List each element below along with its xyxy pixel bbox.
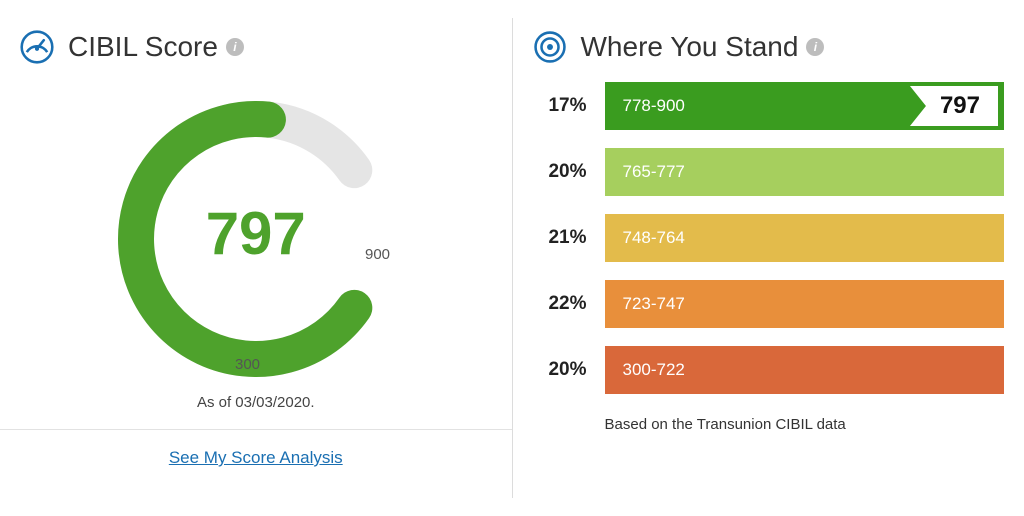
- band-row: 20% 300-722: [533, 346, 1005, 394]
- score-bands: 17% 778-900 797 20% 765-777 21% 748-764 22% 723-…: [533, 82, 1005, 394]
- cibil-score-title: CIBIL Score: [68, 31, 218, 63]
- band-row: 20% 765-777: [533, 148, 1005, 196]
- divider-line: [0, 429, 512, 430]
- band-percent: 20%: [533, 359, 587, 381]
- gauge-min-label: 300: [235, 356, 260, 373]
- gauge-max-label: 900: [365, 246, 390, 263]
- band-range: 748-764: [623, 228, 685, 248]
- info-icon[interactable]: i: [806, 38, 824, 56]
- score-analysis-link[interactable]: See My Score Analysis: [20, 448, 492, 468]
- band-bar: 765-777: [605, 148, 1005, 196]
- band-row: 17% 778-900 797: [533, 82, 1005, 130]
- band-range: 300-722: [623, 360, 685, 380]
- target-icon: [533, 30, 567, 64]
- band-range: 723-747: [623, 294, 685, 314]
- band-range: 778-900: [623, 96, 685, 116]
- band-bar: 748-764: [605, 214, 1005, 262]
- where-you-stand-title: Where You Stand: [581, 31, 799, 63]
- where-you-stand-panel: Where You Stand i 17% 778-900 797 20% 765-77…: [513, 0, 1024, 516]
- info-icon[interactable]: i: [226, 38, 244, 56]
- cibil-score-header: CIBIL Score i: [20, 30, 492, 64]
- band-bar: 778-900 797: [605, 82, 1005, 130]
- band-cap: [998, 86, 1004, 126]
- cibil-score-panel: CIBIL Score i 797 300 900 As of 03/03/20…: [0, 0, 512, 516]
- band-percent: 17%: [533, 95, 587, 117]
- band-row: 21% 748-764: [533, 214, 1005, 262]
- bands-footnote: Based on the Transunion CIBIL data: [605, 416, 1005, 433]
- band-bar: 300-722: [605, 346, 1005, 394]
- band-percent: 20%: [533, 161, 587, 183]
- band-row: 22% 723-747: [533, 280, 1005, 328]
- band-callout: 797: [910, 86, 998, 126]
- band-percent: 21%: [533, 227, 587, 249]
- band-bar: 723-747: [605, 280, 1005, 328]
- gauge-icon: [20, 30, 54, 64]
- score-value: 797: [206, 199, 306, 268]
- score-gauge: 797 300 900: [20, 74, 492, 404]
- where-you-stand-header: Where You Stand i: [533, 30, 1005, 64]
- band-percent: 22%: [533, 293, 587, 315]
- band-range: 765-777: [623, 162, 685, 182]
